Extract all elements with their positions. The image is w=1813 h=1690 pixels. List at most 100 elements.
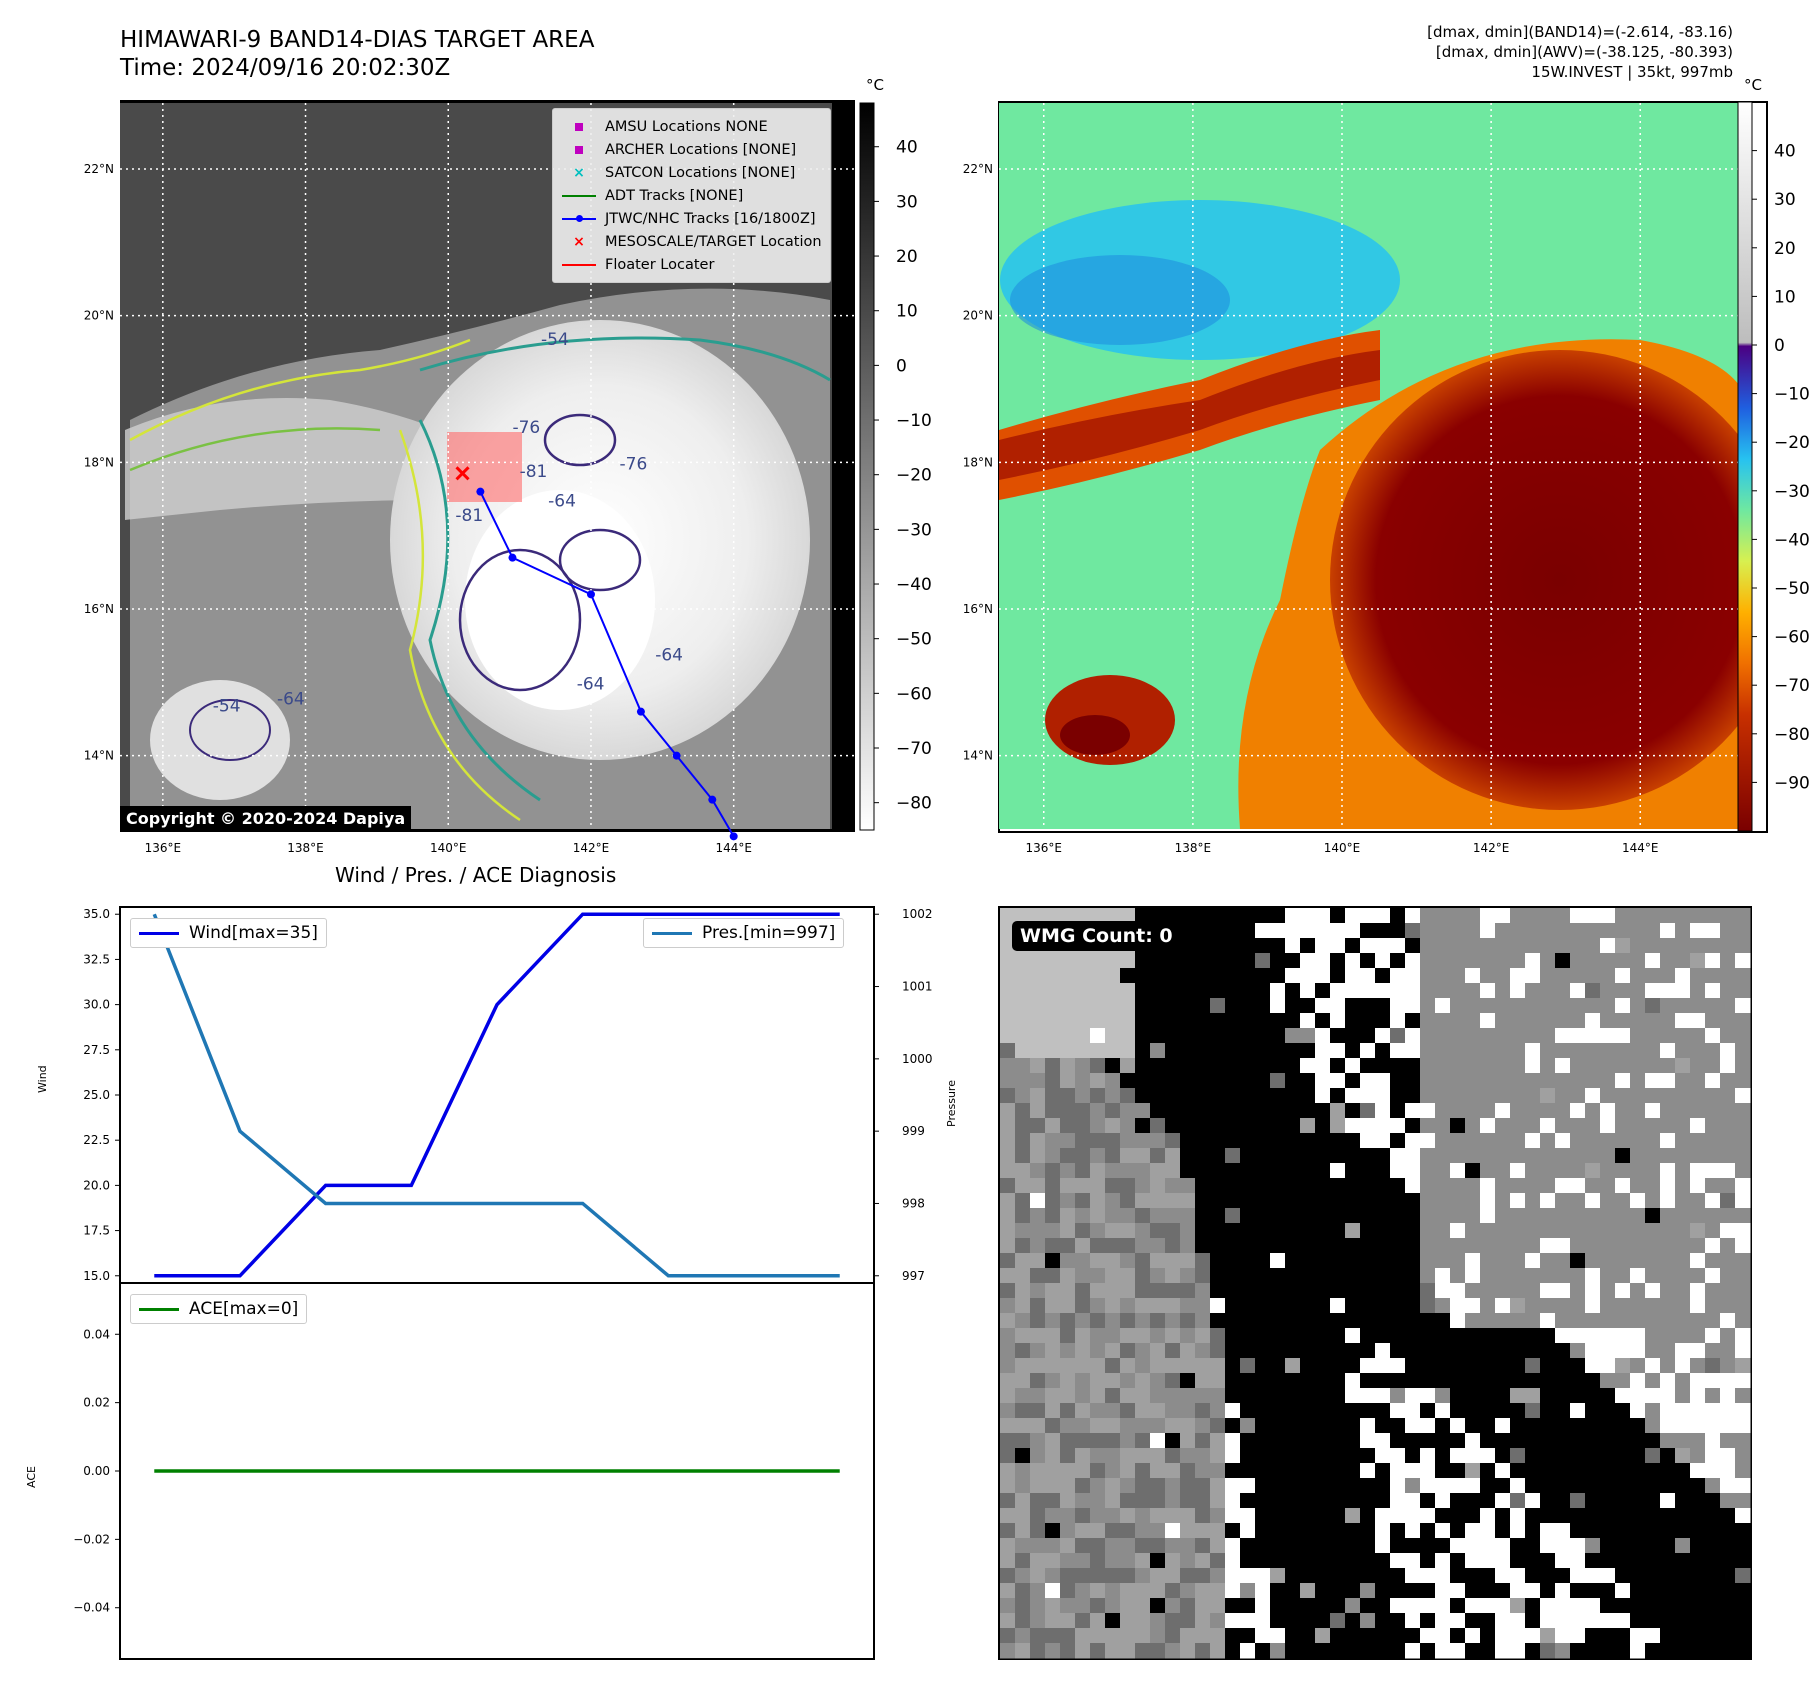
wmg-cell	[1090, 1628, 1106, 1644]
wmg-cell	[1645, 1373, 1661, 1389]
wmg-cell	[1315, 1613, 1331, 1629]
wmg-cell	[1450, 953, 1466, 969]
wmg-cell	[1360, 1553, 1376, 1569]
wmg-cell	[1150, 1073, 1166, 1089]
wmg-cell	[1420, 1268, 1436, 1284]
wmg-cell	[1345, 1298, 1361, 1314]
wmg-cell	[1195, 1493, 1211, 1509]
wmg-cell	[1285, 1598, 1301, 1614]
wmg-cell	[1225, 1193, 1241, 1209]
wmg-cell	[1045, 1418, 1061, 1434]
wmg-cell	[1510, 1058, 1526, 1074]
wmg-cell	[1300, 1268, 1316, 1284]
wmg-cell	[1030, 1538, 1046, 1554]
wmg-cell	[1180, 1328, 1196, 1344]
wmg-cell	[1300, 1403, 1316, 1419]
wmg-cell	[1450, 1388, 1466, 1404]
wmg-cell	[1345, 1223, 1361, 1239]
wmg-cell	[1345, 1598, 1361, 1614]
wmg-cell	[1690, 1433, 1706, 1449]
wmg-cell	[1705, 1463, 1721, 1479]
wmg-cell	[1630, 1163, 1646, 1179]
wmg-cell	[1375, 1208, 1391, 1224]
wmg-cell	[1510, 1538, 1526, 1554]
wmg-cell	[1420, 908, 1436, 924]
wmg-cell	[1375, 1313, 1391, 1329]
wmg-cell	[1435, 1298, 1451, 1314]
wmg-cell	[1360, 1613, 1376, 1629]
wmg-cell	[1210, 1628, 1226, 1644]
wmg-cell	[1690, 1598, 1706, 1614]
wmg-cell	[1390, 923, 1406, 939]
wmg-cell	[1555, 1208, 1571, 1224]
wmg-cell	[1405, 1478, 1421, 1494]
wmg-cell	[1465, 1298, 1481, 1314]
wmg-cell	[1345, 1043, 1361, 1059]
wmg-cell	[1495, 1043, 1511, 1059]
wmg-cell	[1330, 1328, 1346, 1344]
wmg-cell	[1615, 1478, 1631, 1494]
wmg-cell	[1060, 1613, 1076, 1629]
wmg-cell	[1210, 1523, 1226, 1539]
wmg-cell	[1240, 1493, 1256, 1509]
diagnosis-title: Wind / Pres. / ACE Diagnosis	[335, 863, 617, 887]
wmg-cell	[1630, 1583, 1646, 1599]
wmg-cell	[1270, 998, 1286, 1014]
wmg-cell	[1195, 968, 1211, 984]
wmg-cell	[1285, 1478, 1301, 1494]
wmg-cell	[1075, 1148, 1091, 1164]
wmg-cell	[1240, 1388, 1256, 1404]
wmg-cell	[1255, 1103, 1271, 1119]
wmg-cell	[1090, 1358, 1106, 1374]
wmg-cell	[1255, 908, 1271, 924]
wmg-cell	[1285, 1538, 1301, 1554]
wmg-cell	[1195, 1163, 1211, 1179]
wmg-cell	[1600, 1178, 1616, 1194]
wmg-cell	[1705, 1433, 1721, 1449]
wmg-cell	[1585, 1568, 1601, 1584]
wmg-cell	[1420, 1538, 1436, 1554]
wmg-cell	[1645, 1388, 1661, 1404]
wmg-cell	[1525, 1358, 1541, 1374]
wmg-cell	[1360, 968, 1376, 984]
wmg-cell	[1030, 1613, 1046, 1629]
wmg-cell	[1210, 1283, 1226, 1299]
wmg-cell	[1150, 1028, 1166, 1044]
wmg-cell	[1090, 1073, 1106, 1089]
wmg-cell	[1165, 1058, 1181, 1074]
wmg-cell	[1405, 1148, 1421, 1164]
wmg-cell	[1465, 1043, 1481, 1059]
wmg-cell	[1585, 1598, 1601, 1614]
wmg-cell	[1705, 1178, 1721, 1194]
wmg-cell	[1015, 1028, 1031, 1044]
wmg-cell	[1675, 1478, 1691, 1494]
wmg-cell	[1165, 1478, 1181, 1494]
wmg-cell	[1240, 1133, 1256, 1149]
wmg-cell	[1510, 1553, 1526, 1569]
wmg-cell	[1225, 938, 1241, 954]
wmg-cell	[1450, 1538, 1466, 1554]
wmg-cell	[1300, 1598, 1316, 1614]
wmg-cell	[1660, 1283, 1676, 1299]
wind-pres-plot: 35.032.530.027.525.022.520.017.515.0 100…	[83, 906, 933, 1284]
wmg-cell	[1450, 1418, 1466, 1434]
wmg-cell	[1285, 1043, 1301, 1059]
lon-label: 136°E	[1025, 841, 1062, 855]
wmg-cell	[1405, 1043, 1421, 1059]
wmg-cell	[1375, 953, 1391, 969]
wmg-cell	[1555, 953, 1571, 969]
wmg-cell	[1645, 1178, 1661, 1194]
wmg-cell	[1735, 1238, 1751, 1254]
wmg-cell	[1540, 1013, 1556, 1029]
wmg-cell	[1660, 1313, 1676, 1329]
wmg-cell	[1585, 1238, 1601, 1254]
wmg-cell	[1045, 1373, 1061, 1389]
wmg-cell	[1405, 1253, 1421, 1269]
wmg-cell	[1465, 938, 1481, 954]
wmg-cell	[1615, 1343, 1631, 1359]
wmg-cell	[1480, 1448, 1496, 1464]
wmg-cell	[1435, 1628, 1451, 1644]
wmg-cell	[1345, 1148, 1361, 1164]
wmg-cell	[1720, 1418, 1736, 1434]
wmg-cell	[1480, 1508, 1496, 1524]
